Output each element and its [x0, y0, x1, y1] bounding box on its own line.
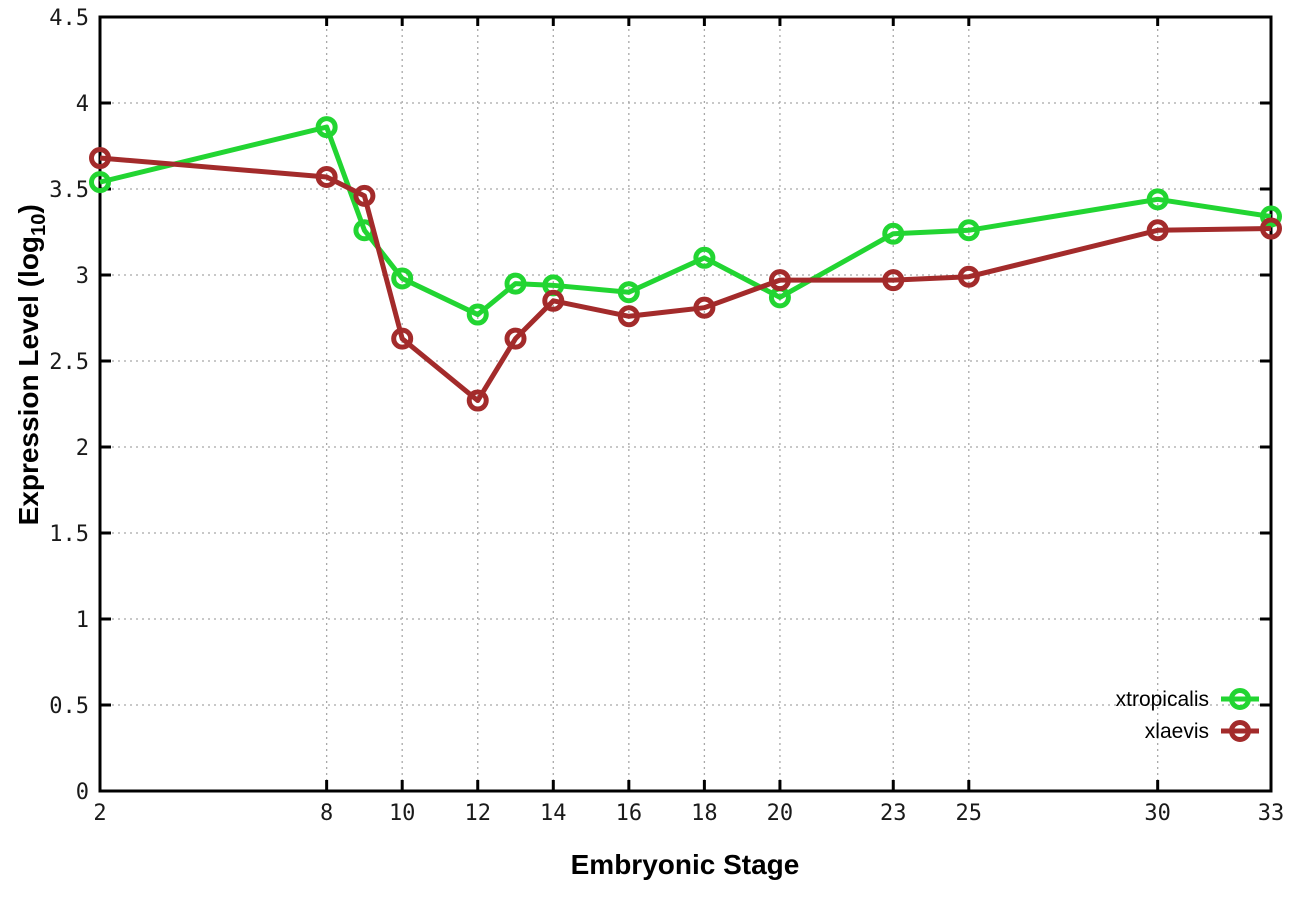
legend: xtropicalis xlaevis — [1116, 684, 1262, 746]
x-tick-label: 16 — [616, 801, 643, 826]
series-xlaevis — [89, 147, 1282, 412]
data-point-xlaevis — [1260, 217, 1282, 240]
legend-marker-xlaevis — [1221, 720, 1259, 742]
data-point-xtropicalis — [617, 281, 640, 304]
y-axis-title-subscript: 10 — [27, 213, 50, 236]
y-tick-label: 2.5 — [49, 350, 89, 375]
y-tick-label: 4.5 — [49, 6, 89, 31]
x-tick-label: 14 — [540, 801, 567, 826]
legend-label-xlaevis: xlaevis — [1144, 719, 1209, 743]
data-point-xlaevis — [504, 327, 527, 350]
data-point-xlaevis — [957, 265, 980, 288]
x-tick-label: 25 — [956, 801, 983, 826]
data-point-xtropicalis — [315, 116, 338, 139]
y-tick-label: 4 — [76, 92, 89, 117]
data-point-xlaevis — [391, 327, 414, 350]
legend-entry-xtropicalis: xtropicalis — [1116, 684, 1262, 714]
y-tick-label: 3 — [76, 264, 89, 289]
x-tick-label: 18 — [691, 801, 718, 826]
x-tick-label: 23 — [880, 801, 907, 826]
data-point-xtropicalis — [89, 171, 111, 194]
data-point-xtropicalis — [693, 246, 716, 269]
y-tick-label: 2 — [76, 436, 89, 461]
data-point-xlaevis — [1146, 219, 1169, 242]
series-xtropicalis — [89, 116, 1282, 326]
y-axis-title: Expression Level (log10) — [13, 175, 51, 555]
y-tick-label: 3.5 — [49, 178, 89, 203]
gridlines — [100, 17, 1271, 791]
data-point-xlaevis — [882, 269, 905, 292]
legend-entry-xlaevis: xlaevis — [1116, 716, 1262, 746]
data-point-xtropicalis — [957, 219, 980, 242]
data-point-xtropicalis — [391, 267, 414, 290]
data-point-xlaevis — [617, 305, 640, 328]
x-tick-label: 12 — [464, 801, 491, 826]
legend-marker-xtropicalis — [1221, 688, 1259, 710]
plot-border — [98, 15, 1273, 793]
tick-marks — [98, 15, 1273, 793]
x-tick-label: 33 — [1258, 801, 1285, 826]
x-axis-title: Embryonic Stage — [570, 849, 800, 880]
data-point-xtropicalis — [1146, 188, 1169, 211]
y-axis-title-text: Expression Level (log — [13, 235, 45, 526]
y-tick-label: 0.5 — [49, 694, 89, 719]
x-tick-labels: 2 8 10 12 14 16 18 20 23 25 30 33 — [93, 801, 1284, 826]
data-point-xlaevis — [768, 269, 791, 292]
series-line-xlaevis — [99, 155, 1272, 404]
y-tick-label: 0 — [76, 780, 89, 805]
y-tick-label: 1 — [76, 608, 89, 633]
data-point-xlaevis — [353, 184, 376, 207]
series-line-xtropicalis — [99, 124, 1272, 318]
data-point-xtropicalis — [882, 222, 905, 245]
data-point-xlaevis — [466, 389, 489, 412]
data-point-xlaevis — [315, 165, 338, 188]
y-tick-labels: 0 0.5 1 1.5 2 2.5 3 3.5 4 4.5 — [49, 6, 89, 805]
data-point-xlaevis — [542, 289, 565, 312]
legend-label-xtropicalis: xtropicalis — [1115, 687, 1209, 711]
x-tick-label: 10 — [389, 801, 416, 826]
x-tick-label: 20 — [767, 801, 794, 826]
y-tick-label: 1.5 — [49, 522, 89, 547]
data-point-xtropicalis — [504, 272, 527, 295]
data-point-xlaevis — [693, 296, 716, 319]
data-point-xtropicalis — [1260, 205, 1282, 228]
data-point-xlaevis — [89, 147, 111, 170]
x-tick-label: 2 — [93, 801, 106, 826]
data-point-xtropicalis — [466, 303, 489, 326]
y-axis-title-close: ) — [13, 204, 45, 214]
x-tick-label: 8 — [320, 801, 333, 826]
x-tick-label: 30 — [1144, 801, 1171, 826]
